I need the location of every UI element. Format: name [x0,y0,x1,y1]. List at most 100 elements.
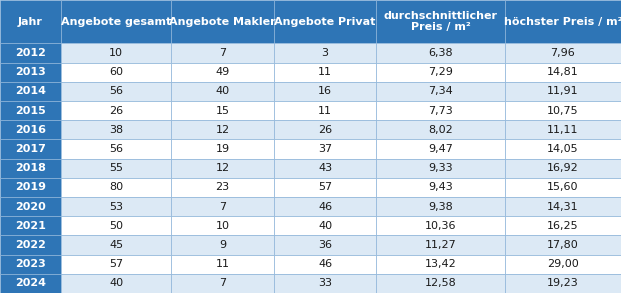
Bar [274,235,376,255]
Text: Angebote gesamt: Angebote gesamt [61,17,171,27]
Bar [0,159,61,178]
Bar [376,120,505,139]
Bar [61,197,171,216]
Text: 10,36: 10,36 [425,221,456,231]
Text: 11,11: 11,11 [547,125,579,135]
Bar [376,255,505,274]
Text: 2018: 2018 [15,163,46,173]
Text: 45: 45 [109,240,123,250]
Text: 2019: 2019 [15,182,46,193]
Text: 26: 26 [318,125,332,135]
Text: 14,81: 14,81 [547,67,579,77]
Text: 10: 10 [109,48,123,58]
Bar [0,235,61,255]
Text: 9: 9 [219,240,226,250]
Text: 36: 36 [318,240,332,250]
Text: 7: 7 [219,202,226,212]
Bar [376,101,505,120]
Bar [171,101,274,120]
Text: 12: 12 [215,163,230,173]
Text: 38: 38 [109,125,123,135]
Bar [171,139,274,159]
Bar [274,197,376,216]
Bar [376,82,505,101]
Text: 40: 40 [215,86,230,96]
Bar [171,0,274,43]
Bar [0,120,61,139]
Text: 2015: 2015 [15,105,46,115]
Bar [505,235,621,255]
Text: 23: 23 [215,182,230,193]
Bar [505,101,621,120]
Text: 9,47: 9,47 [428,144,453,154]
Bar [505,120,621,139]
Bar [505,255,621,274]
Text: 49: 49 [215,67,230,77]
Bar [61,82,171,101]
Text: 37: 37 [318,144,332,154]
Bar [505,0,621,43]
Bar [0,197,61,216]
Text: 26: 26 [109,105,123,115]
Bar [0,274,61,293]
Text: 2020: 2020 [15,202,46,212]
Bar [61,120,171,139]
Text: 11,27: 11,27 [425,240,456,250]
Bar [61,216,171,235]
Text: Angebote Makler: Angebote Makler [170,17,276,27]
Text: höchster Preis / m²: höchster Preis / m² [504,17,621,27]
Text: 11: 11 [318,105,332,115]
Text: 57: 57 [318,182,332,193]
Text: 7: 7 [219,48,226,58]
Bar [376,159,505,178]
Text: 16,25: 16,25 [547,221,579,231]
Bar [61,178,171,197]
Bar [505,178,621,197]
Bar [0,255,61,274]
Text: 7: 7 [219,278,226,288]
Text: 17,80: 17,80 [547,240,579,250]
Bar [0,139,61,159]
Text: 2013: 2013 [15,67,46,77]
Bar [505,216,621,235]
Text: 40: 40 [318,221,332,231]
Text: 16: 16 [318,86,332,96]
Bar [171,274,274,293]
Text: 43: 43 [318,163,332,173]
Text: 8,02: 8,02 [428,125,453,135]
Bar [505,43,621,63]
Bar [171,197,274,216]
Text: 9,33: 9,33 [428,163,453,173]
Text: 46: 46 [318,259,332,269]
Bar [376,139,505,159]
Text: Angebote Privat: Angebote Privat [274,17,376,27]
Text: 19,23: 19,23 [547,278,579,288]
Bar [376,43,505,63]
Text: 12: 12 [215,125,230,135]
Bar [0,216,61,235]
Bar [505,197,621,216]
Bar [171,235,274,255]
Bar [376,235,505,255]
Text: 7,29: 7,29 [428,67,453,77]
Text: 16,92: 16,92 [547,163,579,173]
Bar [505,274,621,293]
Bar [61,235,171,255]
Text: 57: 57 [109,259,123,269]
Text: 11: 11 [318,67,332,77]
Text: 56: 56 [109,86,123,96]
Bar [61,255,171,274]
Text: 53: 53 [109,202,123,212]
Text: Jahr: Jahr [18,17,43,27]
Bar [171,216,274,235]
Text: 50: 50 [109,221,123,231]
Bar [274,159,376,178]
Text: 3: 3 [322,48,329,58]
Bar [274,63,376,82]
Bar [274,255,376,274]
Text: 80: 80 [109,182,123,193]
Bar [376,216,505,235]
Bar [171,255,274,274]
Bar [171,63,274,82]
Text: 11,91: 11,91 [547,86,579,96]
